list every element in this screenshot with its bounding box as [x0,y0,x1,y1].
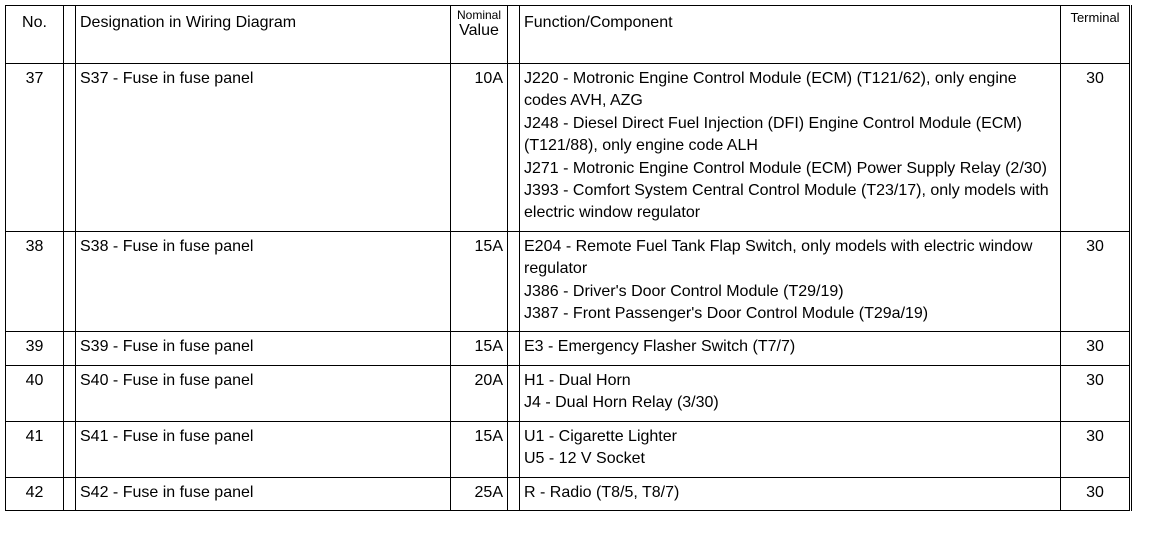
function-item: U5 - 12 V Socket [524,450,645,468]
function-item: J248 - Diesel Direct Fuel Injection (DFI… [524,114,1022,155]
value-cell: 15A [450,331,508,366]
spacer-cell [507,476,520,511]
function-item: J220 - Motronic Engine Control Module (E… [524,70,1017,110]
terminal-cell: 30 [1060,420,1131,478]
function-cell: E3 - Emergency Flasher Switch (T7/7) [519,331,1061,366]
value-cell: 10A [450,63,508,232]
number-cell: 37 [5,63,64,232]
terminal-cell: 30 [1060,364,1131,422]
function-item: E204 - Remote Fuel Tank Flap Switch, onl… [524,237,1033,278]
spacer-cell [507,230,520,333]
designation-cell: S39 - Fuse in fuse panel [75,331,451,366]
table-body: 37 S37 - Fuse in fuse panel 10A J220 - Motr… [5,63,1131,511]
spacer-cell [63,5,76,64]
function-item: U1 - Cigarette Lighter [524,427,677,445]
terminal-cell: 30 [1060,63,1131,232]
table-row: 37 S37 - Fuse in fuse panel 10A J220 - Motr… [5,63,1131,232]
number-cell: 41 [5,420,64,478]
table-row: 39 S39 - Fuse in fuse panel 15A E3 - Emerge… [5,331,1131,366]
designation-cell: S37 - Fuse in fuse panel [75,63,451,232]
function-item: J393 - Comfort System Central Control Mo… [524,182,1049,222]
header-text: Nominal [456,8,501,22]
header-row: No. Designation in Wiring Diagram Nomina… [5,5,1131,64]
value-cell: 20A [450,364,508,422]
number-cell: 38 [5,230,64,333]
table-row: 42 S42 - Fuse in fuse panel 25A R - Radio (… [5,476,1131,511]
function-item: J4 - Dual Horn Relay (3/30) [524,394,719,412]
header-text: Value [459,22,499,39]
function-cell: R - Radio (T8/5, T8/7) [519,476,1061,511]
spacer-cell [507,63,520,232]
function-item: H1 - Dual Horn [524,371,631,389]
function-item: J386 - Driver's Door Control Module (T29… [524,282,844,300]
spacer-cell [507,364,520,422]
header-cell: No. [5,5,64,64]
value-cell: 15A [450,230,508,333]
terminal-cell: 30 [1060,230,1131,333]
number-cell: 40 [5,364,64,422]
spacer-cell [507,331,520,366]
spacer-cell [63,420,76,478]
value-cell: 25A [450,476,508,511]
number-cell: 39 [5,331,64,366]
header-cell: Terminal [1060,5,1131,64]
designation-cell: S42 - Fuse in fuse panel [75,476,451,511]
header-cell: Function/Component [519,5,1061,64]
table-row: 40 S40 - Fuse in fuse panel 20A H1 - Dual H… [5,364,1131,422]
spacer-cell [63,364,76,422]
fuse-table: No. Designation in Wiring Diagram Nomina… [5,5,1132,511]
header-cell: Nominal Value [450,5,508,64]
function-cell: J220 - Motronic Engine Control Module (E… [519,63,1061,232]
spacer-cell [63,63,76,232]
spacer-cell [63,230,76,333]
header-cell: Designation in Wiring Diagram [75,5,451,64]
table-row: 41 S41 - Fuse in fuse panel 15A U1 - Cigare… [5,420,1131,478]
function-item: J271 - Motronic Engine Control Module (E… [524,159,1047,177]
function-cell: U1 - Cigarette Lighter U5 - 12 V Socket [519,420,1061,478]
function-item: E3 - Emergency Flasher Switch (T7/7) [524,338,796,356]
value-cell: 15A [450,420,508,478]
function-cell: E204 - Remote Fuel Tank Flap Switch, onl… [519,230,1061,333]
spacer-cell [63,331,76,366]
terminal-cell: 30 [1060,476,1131,511]
function-item: J387 - Front Passenger's Door Control Mo… [524,305,929,323]
designation-cell: S41 - Fuse in fuse panel [75,420,451,478]
table-row: 38 S38 - Fuse in fuse panel 15A E204 - Remo… [5,230,1131,333]
function-cell: H1 - Dual Horn J4 - Dual Horn Relay (3/30… [519,364,1061,422]
designation-cell: S38 - Fuse in fuse panel [75,230,451,333]
function-item: R - Radio (T8/5, T8/7) [524,483,680,501]
spacer-cell [507,5,520,64]
terminal-cell: 30 [1060,331,1131,366]
spacer-cell [63,476,76,511]
number-cell: 42 [5,476,64,511]
spacer-cell [507,420,520,478]
designation-cell: S40 - Fuse in fuse panel [75,364,451,422]
